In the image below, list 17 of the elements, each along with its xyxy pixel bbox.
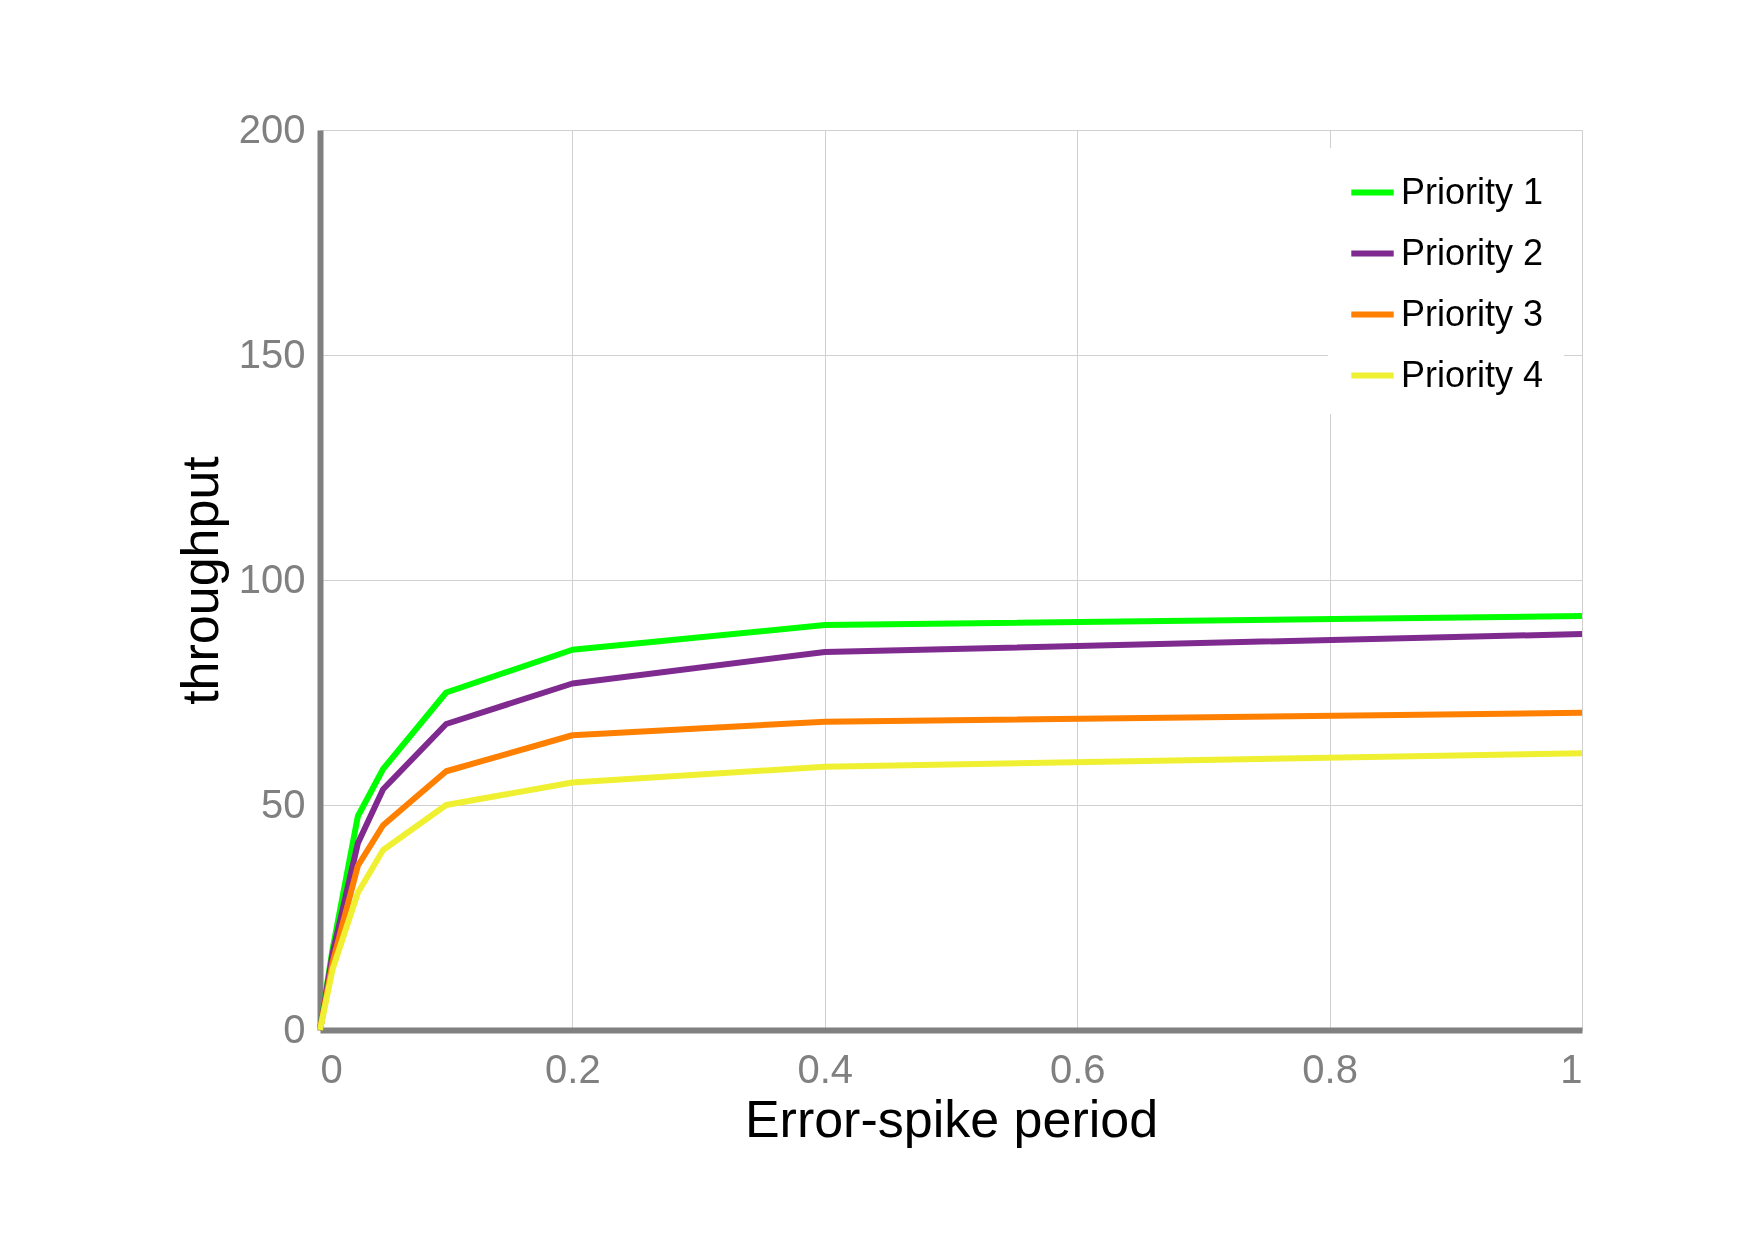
x-tick-label: 0.4 (797, 1046, 854, 1091)
x-tick-label: 0 (320, 1046, 343, 1091)
y-tick-label: 200 (238, 106, 306, 151)
legend-label: Priority 3 (1401, 292, 1544, 334)
y-axis-title: throughput (170, 455, 229, 705)
legend-label: Priority 4 (1401, 353, 1544, 395)
x-tick-label: 0.8 (1302, 1046, 1358, 1091)
y-tick-label: 50 (261, 781, 306, 826)
legend-label: Priority 2 (1401, 231, 1544, 273)
legend-label: Priority 1 (1401, 170, 1544, 212)
y-tick-label: 100 (238, 556, 306, 601)
x-tick-label: 0.2 (545, 1046, 601, 1091)
y-tick-label: 150 (238, 331, 306, 376)
x-tick-label: 0.6 (1049, 1046, 1106, 1091)
x-axis-title: Error-spike period (744, 1089, 1159, 1148)
y-tick-label: 0 (283, 1006, 306, 1051)
x-tick-label: 1 (1560, 1046, 1583, 1091)
